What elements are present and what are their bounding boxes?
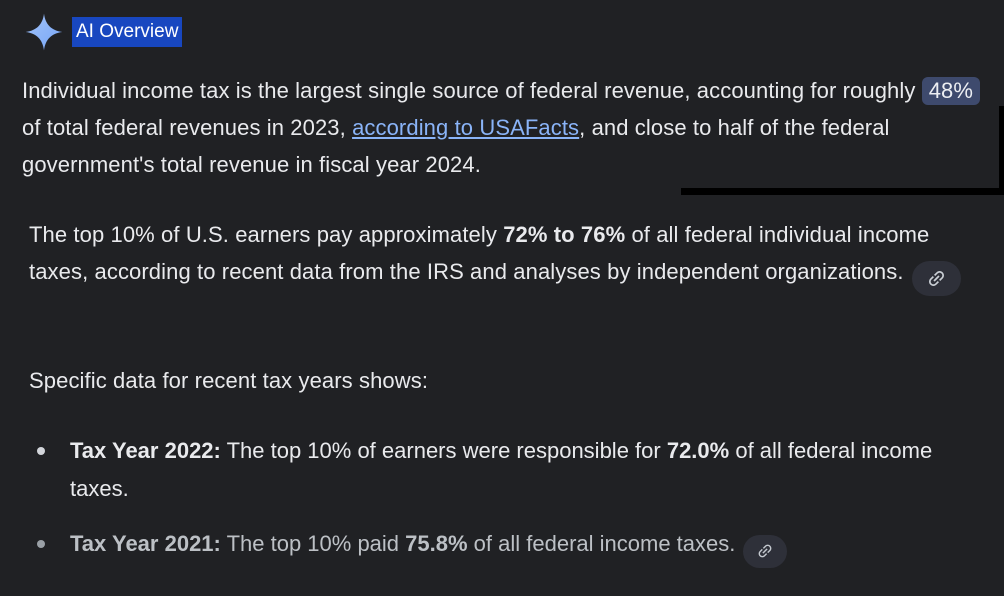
list-item-text: Tax Year 2022: The top 10% of earners we… (70, 432, 969, 508)
paragraph-text: of all federal individual income taxes, … (29, 222, 930, 284)
citation-pill[interactable] (911, 261, 961, 296)
citation-pill[interactable] (743, 534, 788, 568)
list-item-tax-year-2022: Tax Year 2022: The top 10% of earners we… (29, 432, 969, 508)
bold-stat-value: 72.0% (666, 438, 730, 463)
black-artifact-bar-vertical (999, 106, 1004, 195)
list-item-segment: of all federal income taxes. (467, 531, 736, 556)
section-intro: Specific data for recent tax years shows… (29, 368, 429, 393)
link-icon (928, 271, 944, 286)
usafacts-link[interactable]: according to USAFacts (352, 115, 580, 140)
ai-overview-header: AI Overview (24, 12, 183, 52)
tax-year-list: Tax Year 2022: The top 10% of earners we… (29, 432, 969, 585)
bold-stat-value: 75.8% (405, 531, 468, 556)
gemini-sparkle-icon (25, 13, 63, 51)
paragraph-text: Individual income tax is the largest sin… (22, 78, 922, 103)
ai-overview-title: AI Overview (72, 17, 183, 47)
list-item-text: Tax Year 2021: The top 10% paid 75.8% of… (70, 525, 969, 568)
link-icon (758, 544, 772, 558)
list-item-segment: The top 10% paid (220, 531, 406, 556)
tax-year-label: Tax Year 2021: (70, 531, 221, 556)
paragraph-federal-revenue: Individual income tax is the largest sin… (22, 72, 1003, 183)
list-item-tax-year-2021: Tax Year 2021: The top 10% paid 75.8% of… (29, 525, 969, 568)
tax-year-label: Tax Year 2022: (70, 438, 221, 463)
bullet-dot (37, 540, 45, 548)
list-item-segment: of all federal income taxes. (70, 438, 933, 501)
black-artifact-bar-horizontal (681, 188, 1004, 195)
list-item-segment: The top 10% of earners were responsible … (220, 438, 667, 463)
paragraph-text: The top 10% of U.S. earners pay approxim… (29, 222, 504, 247)
highlight-48-percent-chip[interactable]: 48% (921, 77, 981, 105)
bold-stat-range: 72% to 76% (503, 222, 626, 247)
paragraph-top-earners: The top 10% of U.S. earners pay approxim… (29, 216, 981, 296)
bullet-dot (37, 447, 45, 455)
paragraph-text: , and close to half of the federal gover… (22, 115, 890, 177)
paragraph-text: of total federal revenues in 2023, (22, 115, 353, 140)
